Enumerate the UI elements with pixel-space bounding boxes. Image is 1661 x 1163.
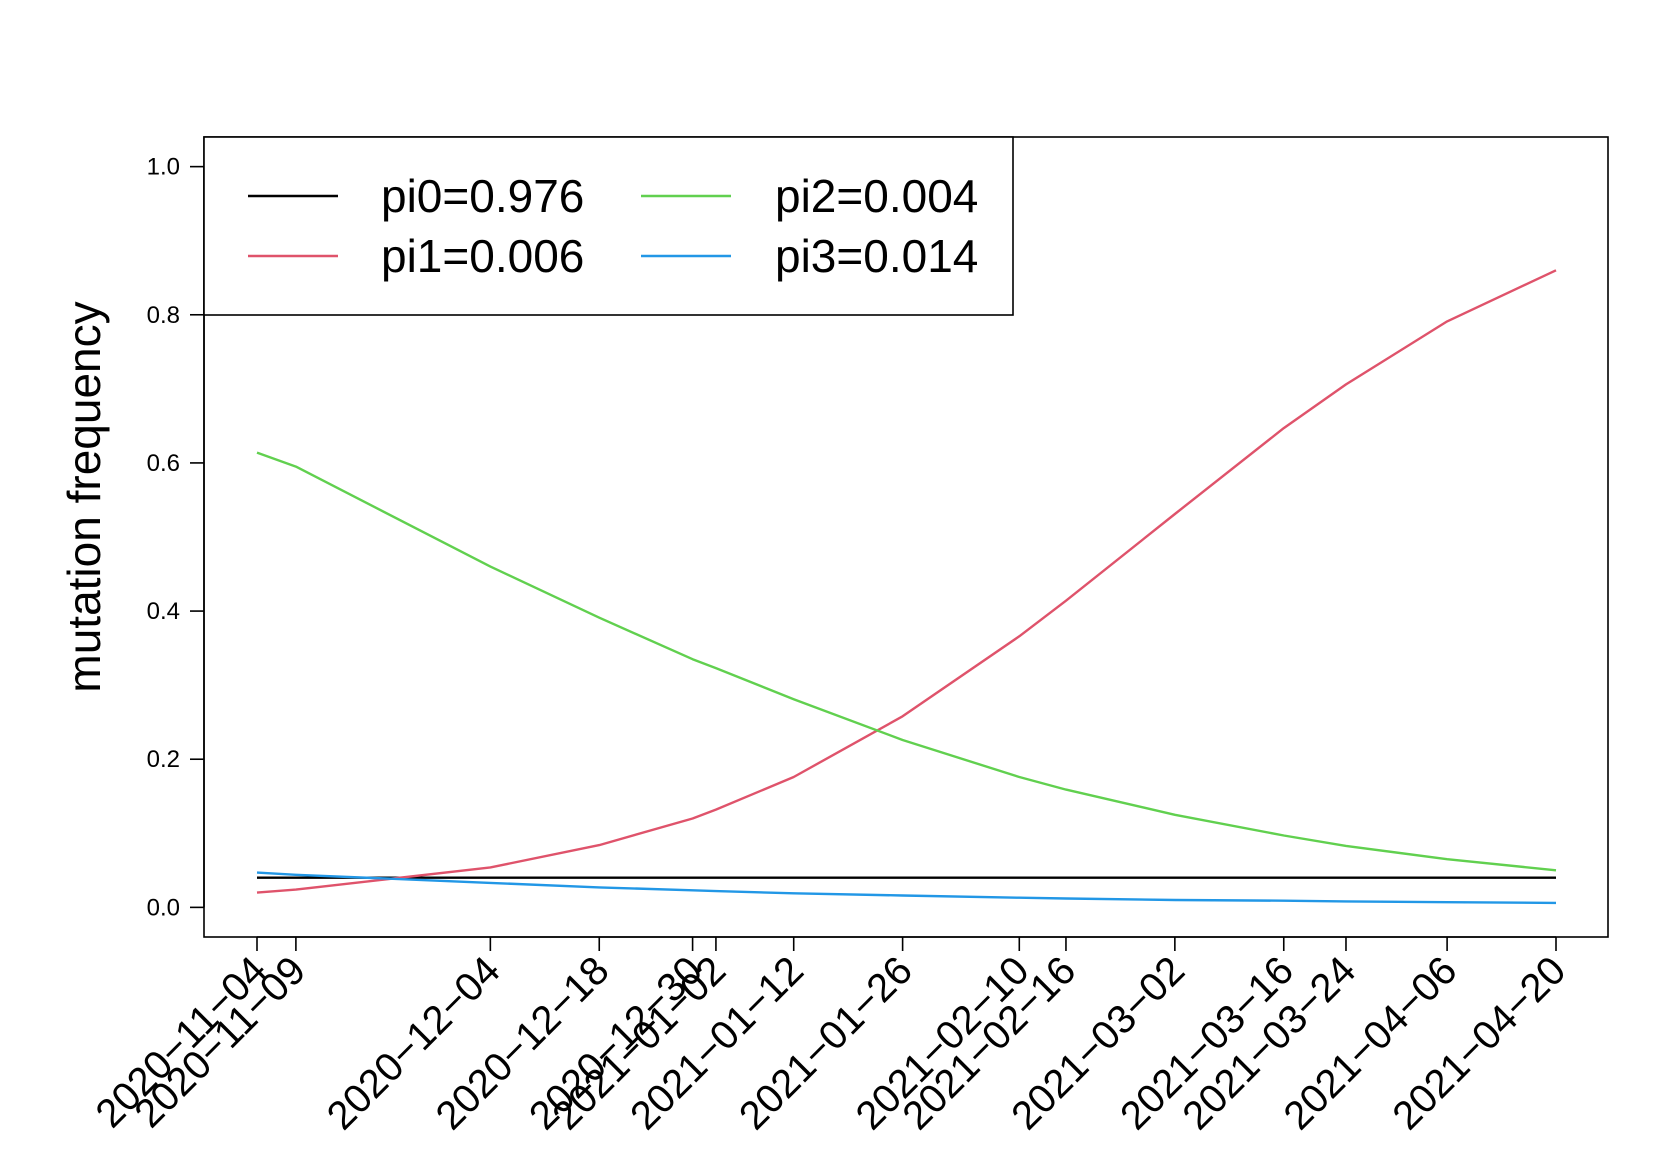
legend: pi0=0.976 pi1=0.006 pi2=0.004 pi3=0.014 — [203, 136, 1014, 316]
legend-box — [203, 136, 1014, 316]
y-axis: 0.0 0.2 0.4 0.6 0.8 1.0 — [147, 154, 205, 921]
series-line-pi3 — [256, 871, 1557, 905]
legend-label: pi1=0.006 — [381, 230, 584, 282]
y-tick-label: 0.8 — [147, 302, 180, 329]
y-tick-label: 0.4 — [147, 598, 180, 625]
y-tick-label: 1.0 — [147, 154, 180, 181]
series-line-pi2 — [256, 451, 1557, 872]
legend-label: pi0=0.976 — [381, 170, 584, 222]
y-axis-title: mutation frequency — [58, 301, 110, 692]
series-layer — [256, 269, 1557, 905]
legend-label: pi3=0.014 — [775, 230, 978, 282]
y-tick-label: 0.0 — [147, 894, 180, 921]
y-tick-label: 0.2 — [147, 746, 180, 773]
series-line-pi1 — [256, 269, 1557, 894]
y-tick-label: 0.6 — [147, 450, 180, 477]
legend-label: pi2=0.004 — [775, 170, 978, 222]
